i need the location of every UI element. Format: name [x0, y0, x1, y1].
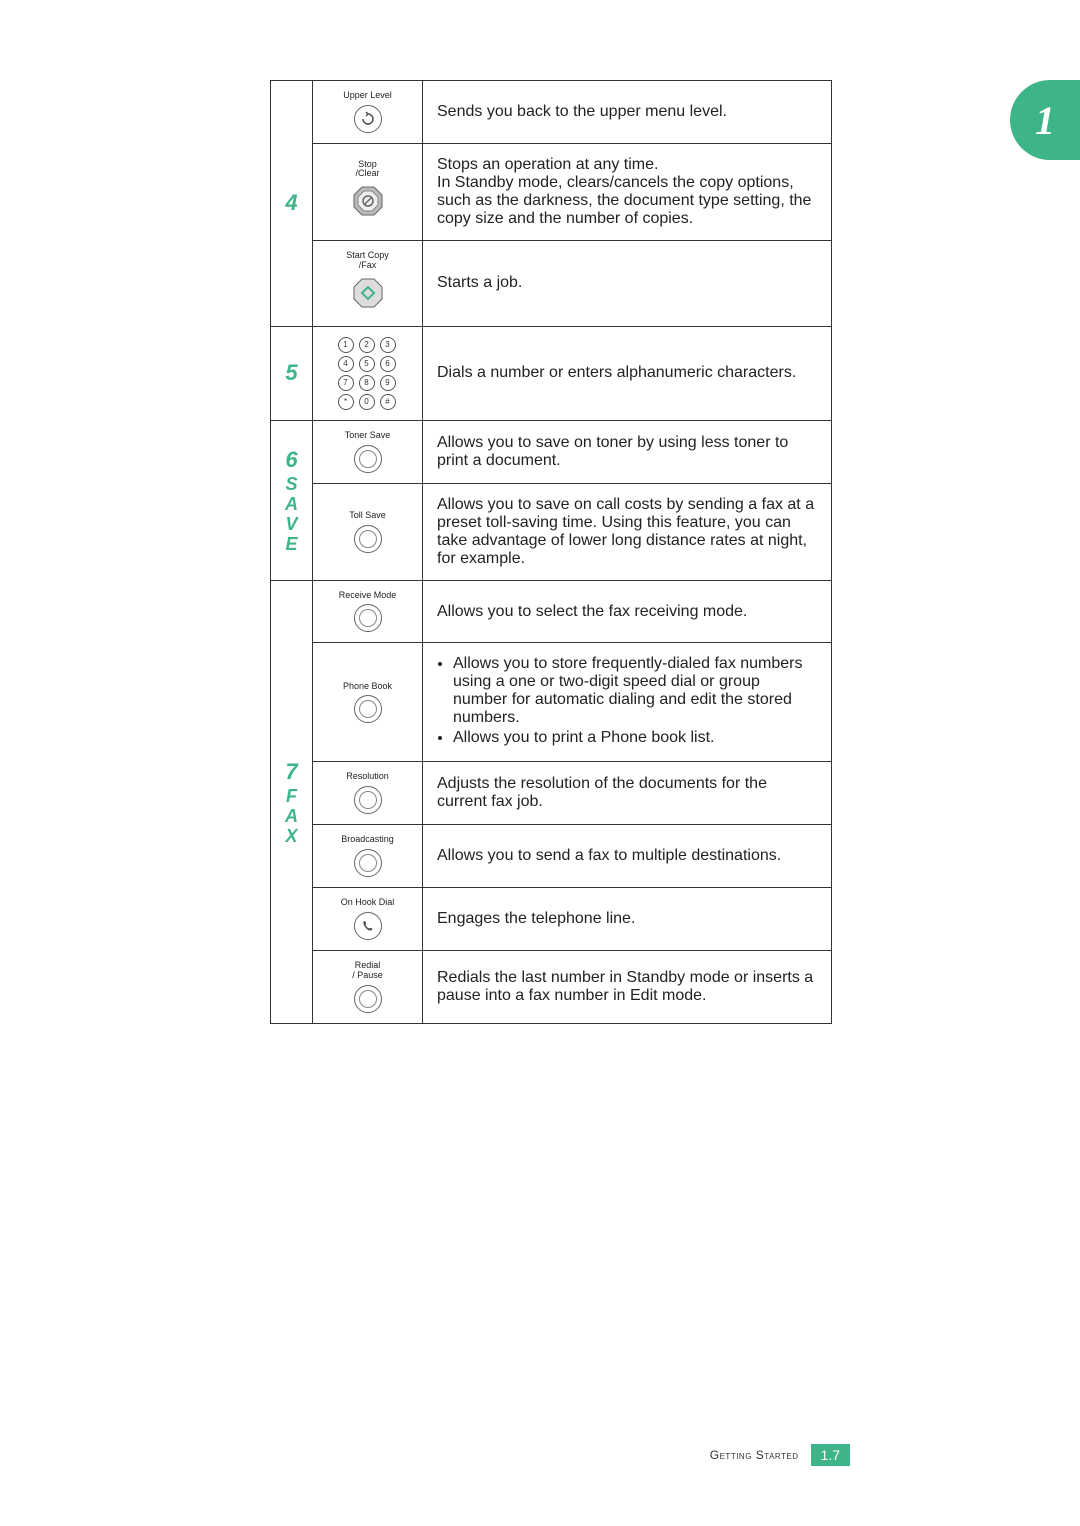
control-description: Stops an operation at any time.In Standb…: [423, 143, 832, 240]
control-icon-label: Receive Mode: [317, 591, 418, 601]
control-icon-cell: Toner Save: [313, 420, 423, 483]
control-description: Allows you to save on toner by using les…: [423, 420, 832, 483]
control-icon-cell: 123456789*0#: [313, 326, 423, 420]
control-description: Engages the telephone line.: [423, 888, 832, 951]
button-icon: [354, 786, 382, 814]
numeric-keypad-icon: 123456789*0#: [317, 337, 418, 410]
button-icon: [354, 604, 382, 632]
group-vertical-letter: E: [275, 535, 308, 553]
control-panel-table: 4 Upper Level Sends you back to the upper …: [270, 80, 832, 1024]
control-icon-label: Start Copy/Fax: [317, 251, 418, 271]
button-icon: [354, 985, 382, 1013]
button-icon: [354, 445, 382, 473]
description-list-item: Allows you to store frequently-dialed fa…: [453, 655, 817, 727]
control-icon-cell: Stop/Clear: [313, 143, 423, 240]
group-number: 4: [271, 81, 313, 327]
control-icon-label: Upper Level: [317, 91, 418, 101]
group-vertical-letter: S: [275, 475, 308, 493]
control-icon-cell: Upper Level: [313, 81, 423, 144]
footer-section: Getting Started: [710, 1448, 799, 1462]
group-number: 7 FAX: [271, 580, 313, 1023]
control-description: Allows you to send a fax to multiple des…: [423, 825, 832, 888]
chapter-number: 1: [1035, 97, 1055, 144]
control-icon-label: Resolution: [317, 772, 418, 782]
control-description: Adjusts the resolution of the documents …: [423, 762, 832, 825]
button-icon: [354, 849, 382, 877]
chapter-tab: 1: [1010, 80, 1080, 160]
group-number-digit: 7: [285, 759, 297, 784]
control-icon-cell: Phone Book: [313, 643, 423, 762]
control-icon-cell: Resolution: [313, 762, 423, 825]
button-icon: [354, 525, 382, 553]
control-icon-label: Toll Save: [317, 511, 418, 521]
control-icon-cell: Start Copy/Fax: [313, 240, 423, 326]
page-footer: Getting Started 1.7: [710, 1444, 850, 1466]
upper-level-icon: [354, 105, 382, 133]
group-number: 6 SAVE: [271, 420, 313, 580]
control-description: Redials the last number in Standby mode …: [423, 951, 832, 1024]
control-description: Allows you to select the fax receiving m…: [423, 580, 832, 643]
control-description: Starts a job.: [423, 240, 832, 326]
description-list-item: Allows you to print a Phone book list.: [453, 729, 817, 747]
control-icon-cell: Toll Save: [313, 483, 423, 580]
control-description: Allows you to save on call costs by send…: [423, 483, 832, 580]
group-vertical-letter: A: [275, 495, 308, 513]
footer-page-number: 1.7: [811, 1444, 850, 1466]
group-vertical-letter: V: [275, 515, 308, 533]
control-icon-label: Toner Save: [317, 431, 418, 441]
group-number-digit: 4: [285, 190, 297, 215]
group-vertical-letter: X: [275, 827, 308, 845]
group-number: 5: [271, 326, 313, 420]
control-icon-cell: Redial/ Pause: [313, 951, 423, 1024]
control-icon-label: Stop/Clear: [317, 160, 418, 180]
button-icon: [354, 695, 382, 723]
control-icon-label: Broadcasting: [317, 835, 418, 845]
start-copy-fax-icon: [350, 275, 386, 311]
control-icon-cell: Receive Mode: [313, 580, 423, 643]
control-icon-cell: On Hook Dial: [313, 888, 423, 951]
control-icon-label: Redial/ Pause: [317, 961, 418, 981]
control-icon-cell: Broadcasting: [313, 825, 423, 888]
stop-clear-icon: [350, 183, 386, 219]
description-list: Allows you to store frequently-dialed fa…: [437, 655, 817, 747]
on-hook-dial-icon: [354, 912, 382, 940]
control-description: Allows you to store frequently-dialed fa…: [423, 643, 832, 762]
control-description: Dials a number or enters alphanumeric ch…: [423, 326, 832, 420]
group-number-digit: 6: [285, 447, 297, 472]
control-description: Sends you back to the upper menu level.: [423, 81, 832, 144]
group-vertical-letter: A: [275, 807, 308, 825]
group-number-digit: 5: [285, 360, 297, 385]
group-vertical-letter: F: [275, 787, 308, 805]
control-icon-label: On Hook Dial: [317, 898, 418, 908]
control-icon-label: Phone Book: [317, 682, 418, 692]
